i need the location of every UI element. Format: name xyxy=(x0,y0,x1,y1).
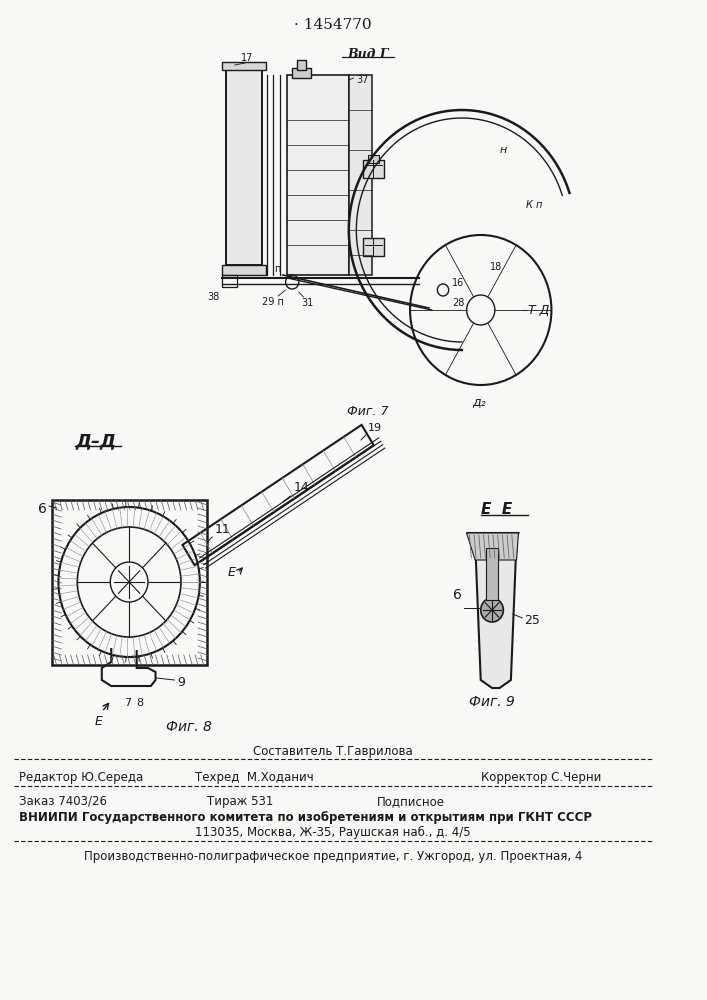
Text: н: н xyxy=(500,145,507,155)
Text: 14: 14 xyxy=(294,481,310,494)
Text: п: п xyxy=(274,264,281,274)
Text: д₂: д₂ xyxy=(472,395,486,408)
Text: 19: 19 xyxy=(368,423,382,433)
Bar xyxy=(363,160,384,178)
Text: Заказ 7403/26: Заказ 7403/26 xyxy=(19,795,107,808)
Text: 11: 11 xyxy=(215,523,230,536)
Text: Фиг. 8: Фиг. 8 xyxy=(165,720,211,734)
Text: E: E xyxy=(95,715,103,728)
Bar xyxy=(297,60,306,70)
Text: Редактор Ю.Середа: Редактор Ю.Середа xyxy=(19,771,143,784)
Text: 9: 9 xyxy=(177,676,185,688)
Bar xyxy=(52,500,207,665)
Text: Фиг. 9: Фиг. 9 xyxy=(469,695,515,709)
Text: E: E xyxy=(228,566,235,580)
Text: Подписное: Подписное xyxy=(377,795,445,808)
Text: 37: 37 xyxy=(356,75,368,85)
Text: Фиг. 7: Фиг. 7 xyxy=(347,405,388,418)
Text: К п: К п xyxy=(526,200,542,210)
Bar xyxy=(363,238,384,256)
Text: 113035, Москва, Ж-35, Раушская наб., д. 4/5: 113035, Москва, Ж-35, Раушская наб., д. … xyxy=(195,826,471,839)
Bar xyxy=(226,65,262,265)
Polygon shape xyxy=(467,533,518,688)
Text: 16: 16 xyxy=(452,278,464,288)
Text: 18: 18 xyxy=(490,262,503,272)
Bar xyxy=(292,68,311,78)
Text: 31: 31 xyxy=(302,298,314,308)
Text: 38: 38 xyxy=(207,292,220,302)
Text: Корректор С.Черни: Корректор С.Черни xyxy=(481,771,601,784)
Text: Т Д: Т Д xyxy=(528,304,549,316)
Bar xyxy=(223,265,266,275)
Text: Техред  М.Ходанич: Техред М.Ходанич xyxy=(195,771,314,784)
Text: 6: 6 xyxy=(38,502,47,516)
Bar xyxy=(226,65,262,265)
Circle shape xyxy=(481,598,503,622)
Text: · 1454770: · 1454770 xyxy=(294,18,372,32)
Text: 28: 28 xyxy=(452,298,464,308)
Bar xyxy=(288,75,349,275)
Text: Д–Д: Д–Д xyxy=(76,432,117,450)
Text: 6: 6 xyxy=(453,588,462,602)
Text: Вид Г: Вид Г xyxy=(347,48,388,61)
Text: Тираж 531: Тираж 531 xyxy=(207,795,274,808)
Text: ВНИИПИ Государственного комитета по изобретениям и открытиям при ГКНТ СССР: ВНИИПИ Государственного комитета по изоб… xyxy=(19,811,592,824)
Bar xyxy=(349,75,373,275)
Polygon shape xyxy=(467,533,518,560)
Bar xyxy=(223,62,266,70)
Text: Производственно-полиграфическое предприятие, г. Ужгород, ул. Проектная, 4: Производственно-полиграфическое предприя… xyxy=(83,850,582,863)
Text: 25: 25 xyxy=(524,613,540,626)
Text: 17: 17 xyxy=(241,53,253,63)
Text: 8: 8 xyxy=(136,698,143,708)
Bar xyxy=(368,155,379,163)
Text: 7: 7 xyxy=(124,698,131,708)
Bar xyxy=(486,548,498,600)
Text: Составитель Т.Гаврилова: Составитель Т.Гаврилова xyxy=(253,745,413,758)
Text: Е  Е: Е Е xyxy=(481,502,512,517)
Bar xyxy=(223,275,237,287)
Text: 29 п: 29 п xyxy=(262,297,284,307)
